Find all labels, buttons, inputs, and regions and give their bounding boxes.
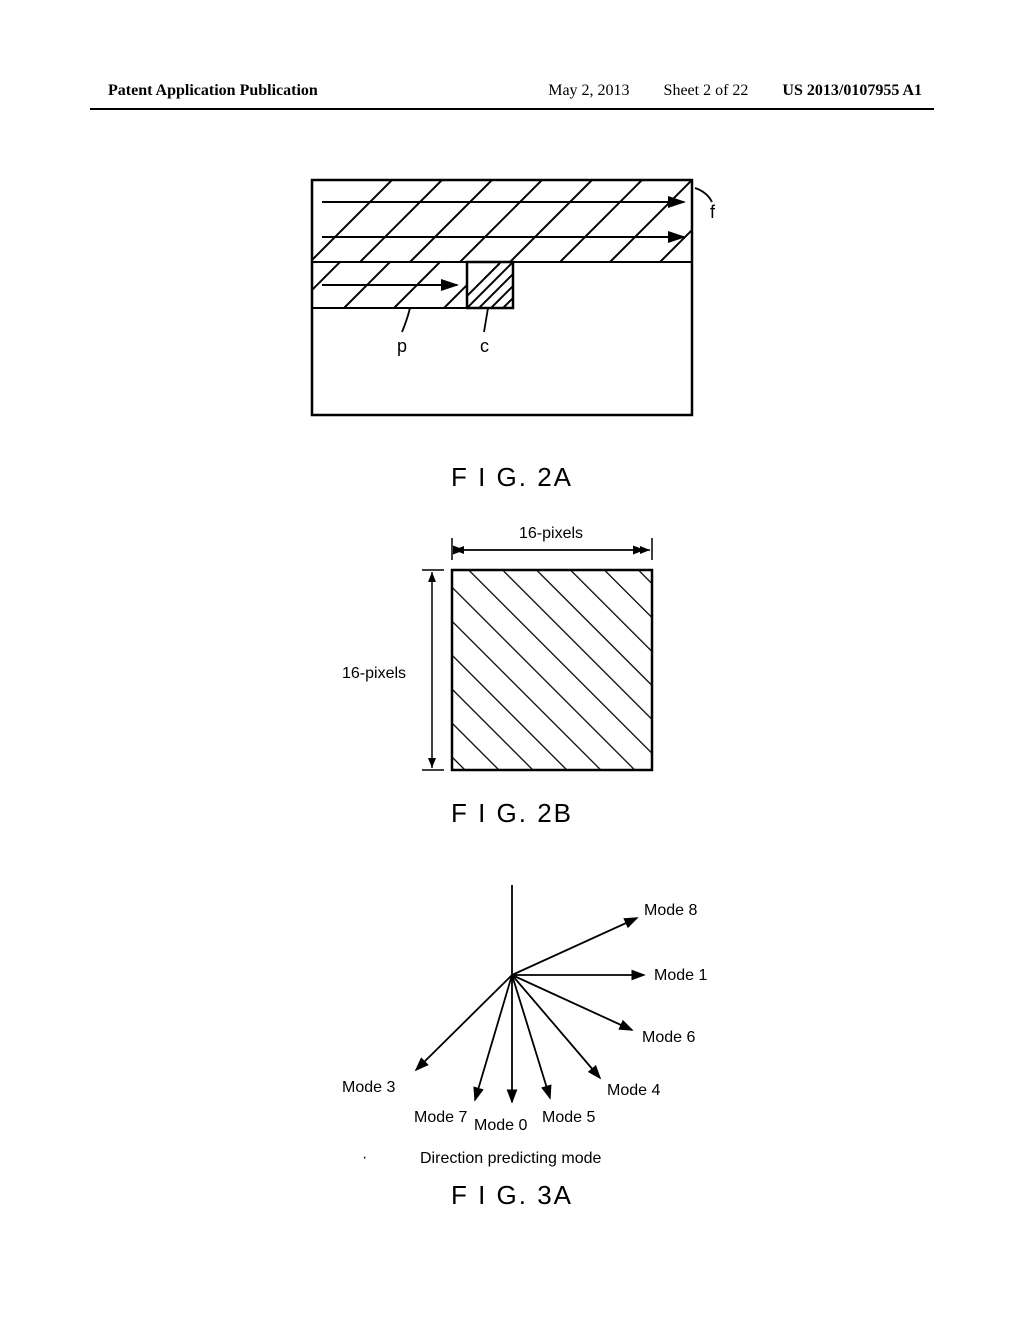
dim-horizontal: 16-pixels [519, 525, 583, 542]
sheet-number: Sheet 2 of 22 [664, 82, 749, 100]
mode-4-label: Mode 4 [607, 1082, 660, 1099]
mode-5-label: Mode 5 [542, 1109, 595, 1126]
page-header: Patent Application Publication May 2, 20… [0, 0, 1024, 100]
fig3a-caption: Direction predicting mode [420, 1150, 602, 1167]
annotation-f: f [710, 202, 716, 222]
fig2a-label: F I G. 2A [0, 462, 1024, 493]
fig2b-diagram: 16-pixels 16-pixels [282, 520, 742, 790]
header-divider [90, 108, 934, 110]
mode-0-label: Mode 0 [474, 1117, 527, 1134]
fig3a-label: F I G. 3A [0, 1180, 1024, 1211]
mode-3-label: Mode 3 [342, 1079, 395, 1096]
mode-6-label: Mode 6 [642, 1029, 695, 1046]
caption-dot: · [362, 1149, 367, 1166]
patent-number: US 2013/0107955 A1 [782, 82, 922, 100]
annotation-p: p [397, 336, 407, 356]
figure-2b: 16-pixels 16-pixels F I G. 2B [0, 520, 1024, 829]
annotation-c: c [480, 336, 489, 356]
mode-8-label: Mode 8 [644, 902, 697, 919]
figure-2a: f p c F I G. 2A [0, 170, 1024, 493]
fig2b-label: F I G. 2B [0, 798, 1024, 829]
dim-vertical: 16-pixels [342, 665, 406, 682]
publication-name: Patent Application Publication [108, 82, 318, 100]
publication-date: May 2, 2013 [548, 82, 629, 100]
fig3a-diagram: Mode 8 Mode 1 Mode 6 Mode 4 Mode 5 Mode … [212, 880, 812, 1170]
figure-3a: Mode 8 Mode 1 Mode 6 Mode 4 Mode 5 Mode … [0, 880, 1024, 1211]
fig2a-diagram: f p c [292, 170, 732, 450]
mode-1-label: Mode 1 [654, 967, 707, 984]
mode-7-label: Mode 7 [414, 1109, 467, 1126]
header-right: May 2, 2013 Sheet 2 of 22 US 2013/010795… [548, 82, 922, 100]
